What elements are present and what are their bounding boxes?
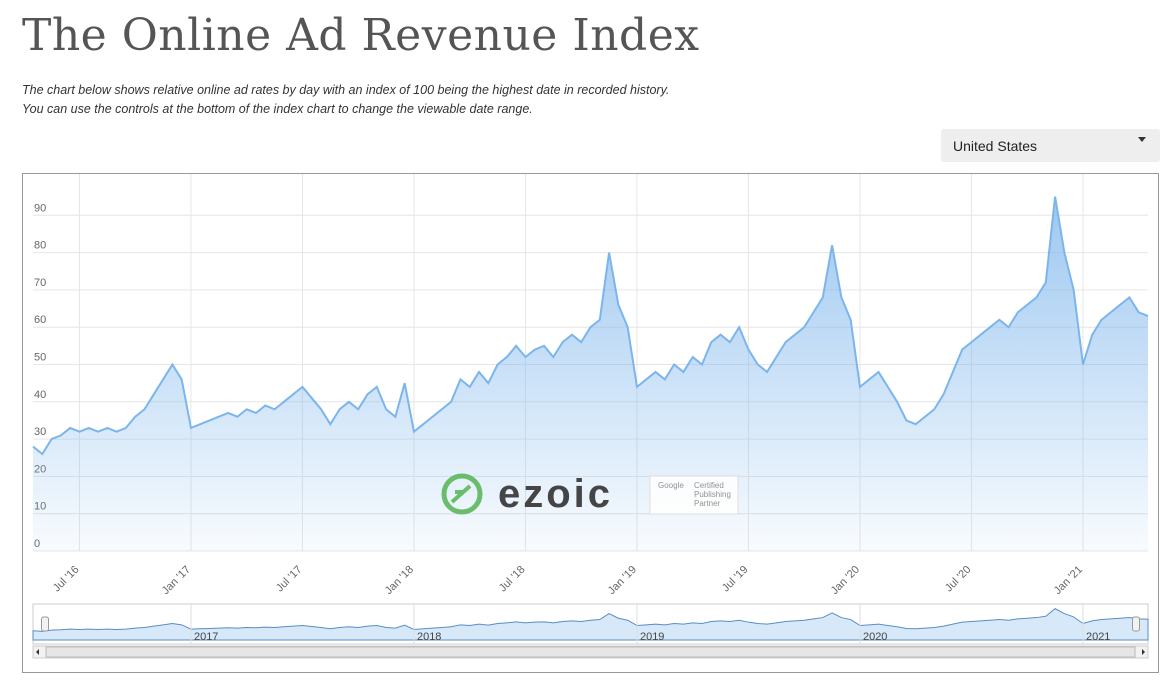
x-tick-label: Jul '20: [943, 564, 974, 595]
country-dropdown[interactable]: United States: [941, 129, 1160, 162]
x-tick-label: Jan '18: [383, 564, 416, 597]
x-tick-label: Jan '19: [606, 564, 639, 597]
navigator-frame: [32, 603, 1149, 645]
navigator-label: 2019: [640, 631, 664, 643]
x-tick-label: Jul '18: [497, 564, 528, 595]
y-tick-label: 80: [34, 240, 46, 252]
scrollbar-thumb[interactable]: [45, 646, 1136, 658]
x-tick-label: Jul '16: [51, 564, 82, 595]
line: [32, 196, 1149, 456]
y-tick-label: 70: [34, 277, 46, 289]
y-tick-label: 50: [34, 352, 46, 364]
y-tick-label: 90: [34, 202, 46, 214]
x-tick-label: Jul '19: [720, 564, 751, 595]
badge: [649, 475, 739, 515]
x-tick-label: Jan '17: [160, 564, 193, 597]
description: The chart below shows relative online ad…: [22, 81, 669, 119]
x-tick-label: Jul '17: [274, 564, 305, 595]
chart-frame: [22, 173, 1159, 673]
page-title: The Online Ad Revenue Index: [22, 10, 700, 61]
y-tick-label: 60: [34, 314, 46, 326]
navigator-handle[interactable]: [1132, 616, 1140, 632]
watermark: ezoic Google Certified Publishing Partne…: [441, 472, 739, 516]
navigator-label: 2021: [1086, 631, 1110, 643]
navigator-area: [32, 608, 1149, 641]
badge-text: Certified: [694, 481, 724, 490]
description-line: The chart below shows relative online ad…: [22, 83, 670, 97]
brand: ezoic: [498, 472, 613, 516]
dropdown-value: United States: [953, 138, 1038, 154]
navigator-label: 2018: [417, 631, 441, 643]
x-tick-label: Jan '21: [1052, 564, 1085, 597]
badge-text: Publishing: [694, 490, 731, 499]
x-tick-label: Jan '20: [829, 564, 862, 597]
area: [33, 196, 1148, 551]
logo-mark: [450, 484, 472, 504]
badge-text: Partner: [694, 499, 721, 508]
navigator-label: 2017: [194, 631, 218, 643]
badge-text: Google: [658, 481, 684, 490]
y-tick-label: 30: [34, 426, 46, 438]
y-tick-label: 40: [34, 389, 46, 401]
logo-ring: [441, 473, 483, 515]
description-line: You can use the controls at the bottom o…: [22, 102, 533, 116]
navigator-handle[interactable]: [41, 616, 49, 632]
navigator-label: 2020: [863, 631, 887, 643]
dropdown-caret: [1138, 137, 1146, 146]
